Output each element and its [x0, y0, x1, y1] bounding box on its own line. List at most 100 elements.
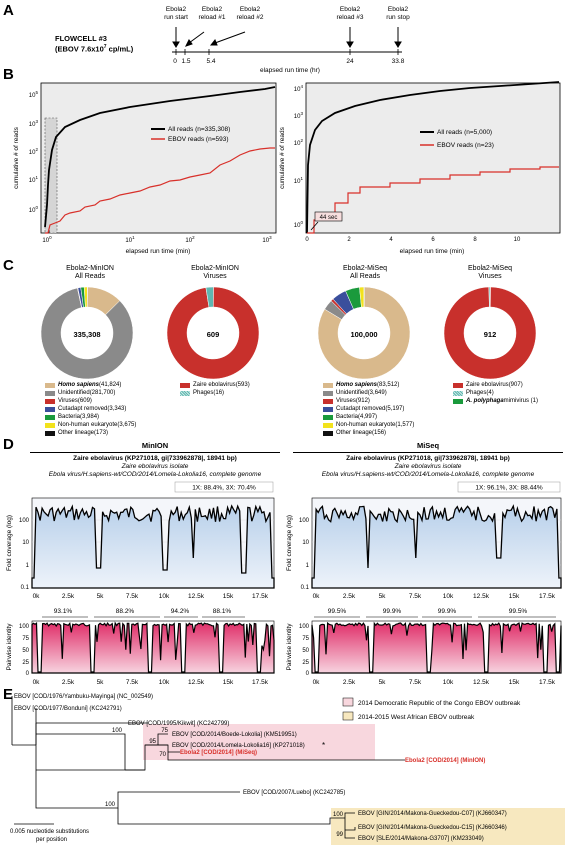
left-xticks: 100 101 102 103 [42, 235, 272, 244]
svg-text:100: 100 [299, 624, 310, 630]
legend-swatch [453, 398, 463, 404]
right-legend-ebov: EBOV reads (n=23) [437, 142, 494, 149]
svg-text:0.1: 0.1 [301, 585, 310, 591]
miseq-id-ylabel: Pairwise identity [286, 623, 293, 671]
svg-text:2.5k: 2.5k [62, 679, 75, 686]
svg-text:10k: 10k [159, 679, 170, 686]
minion-id-xticks: 0k 2.5k 5k 7.5k 10k 12.5k 15k 17.5k [33, 679, 269, 686]
svg-text:0: 0 [26, 671, 30, 677]
svg-text:88.1%: 88.1% [213, 608, 232, 615]
donut-1-center: 335,308 [73, 330, 100, 339]
scale-label-2: per position [36, 837, 67, 843]
svg-text:17.5k: 17.5k [539, 593, 556, 600]
svg-text:0k: 0k [33, 593, 41, 600]
donut-3-title: Ebola2-MiSeq All Reads [343, 265, 387, 280]
donut-1-title: Ebola2-MinION All Reads [66, 265, 114, 280]
svg-text:10: 10 [22, 540, 29, 546]
svg-text:0k: 0k [33, 679, 41, 686]
legend-swatch [323, 382, 333, 388]
donut-slice [40, 287, 134, 380]
taxon-7: Ebola2 [COD/2014] (MinION) [405, 758, 485, 764]
svg-text:5k: 5k [379, 679, 387, 686]
svg-text:70: 70 [159, 752, 166, 758]
legend-swatch [45, 390, 55, 396]
svg-text:75: 75 [161, 728, 168, 734]
donut-3-center: 100,000 [350, 330, 377, 339]
panel-label-e: E [3, 686, 14, 703]
svg-text:99.9%: 99.9% [383, 608, 402, 615]
chart-left: All reads (n=335,308) EBOV reads (n=593)… [13, 82, 277, 255]
left-inset-box [44, 117, 58, 234]
svg-text:50: 50 [302, 648, 309, 654]
svg-text:15k: 15k [223, 679, 234, 686]
svg-text:101: 101 [125, 235, 135, 244]
taxon-5-star: * [322, 741, 325, 750]
panel-label-c: C [3, 257, 14, 274]
event-labels: Ebola2 run start Ebola2 reload #1 Ebola2… [164, 6, 410, 21]
miseq-sub2: Ebola virus/H.sapiens-wt/COD/2014/Lomela… [321, 471, 535, 478]
taxon-9: EBOV [GIN/2014/Makona-Gueckedou-C07] (KJ… [358, 811, 507, 817]
svg-text:99.5%: 99.5% [328, 608, 347, 615]
minion-sub2: Ebola virus/H.sapiens-wt/COD/2014/Lomela… [48, 471, 262, 478]
minion-cov-yticks: 100 10 1 0.1 [19, 518, 30, 591]
svg-text:75: 75 [22, 636, 29, 642]
legend-swatch [45, 398, 55, 404]
donut-slice [317, 286, 411, 380]
taxon-8: EBOV [COD/2007/Luebo] (KC242785) [243, 790, 345, 796]
event-4-line2: reload #3 [336, 14, 363, 21]
legend-swatch [45, 406, 55, 412]
legend-swatch [45, 382, 55, 388]
timeline-axis-label: elapsed run time (hr) [260, 67, 320, 74]
flowcell-title: FLOWCELL #3 [55, 34, 107, 43]
legend-swatch [323, 430, 333, 436]
miseq-sub1: Zaire ebolavirus isolate [394, 463, 462, 470]
svg-text:50: 50 [22, 648, 29, 654]
svg-text:7.5k: 7.5k [126, 593, 139, 600]
panel-label-b: B [3, 66, 14, 83]
svg-text:12.5k: 12.5k [473, 593, 490, 600]
legend-swatch [323, 406, 333, 412]
minion-id-ylabel: Pairwise identity [6, 623, 13, 671]
miseq-header: MiSeq [293, 441, 563, 453]
bootstrap-values: 100 75 95 70 100 100 99 [105, 728, 344, 838]
svg-text:12.5k: 12.5k [188, 679, 205, 686]
svg-text:10k: 10k [443, 679, 454, 686]
left-ebov-line [45, 147, 275, 234]
donut-slice [205, 286, 214, 308]
donut-slice [166, 286, 260, 380]
event-1-line1: Ebola2 [166, 6, 187, 13]
west-africa-outbreak-highlight [331, 808, 565, 845]
minion-coverage-chart: 1X: 88.4%, 3X: 70.4% 100 10 1 0.1 Fold c… [6, 481, 275, 600]
svg-text:102: 102 [185, 235, 195, 244]
svg-text:7.5k: 7.5k [409, 593, 422, 600]
minion-identity-labels: 93.1% 88.2% 94.2% 88.1% [54, 608, 232, 615]
svg-text:0: 0 [306, 671, 310, 677]
event-5-line2: run stop [386, 14, 410, 21]
left-xlabel: elapsed run time (min) [126, 248, 191, 255]
miseq-coverage-area [311, 504, 562, 589]
legend-swatch [323, 414, 333, 420]
legend-item: Cutadapt removed (5,197) [323, 405, 414, 413]
legend-item: Homo sapiens (83,512) [323, 381, 414, 389]
left-legend-ebov: EBOV reads (n=593) [168, 136, 229, 143]
annotation-box [314, 211, 343, 222]
minion-cov-xticks: 0k 2.5k 5k 7.5k 10k 12.5k 15k 17.5k [33, 593, 269, 600]
legend-item: Phages (16) [180, 389, 250, 397]
donut-4-title: Ebola2-MiSeq Viruses [468, 265, 512, 280]
svg-text:2.5k: 2.5k [343, 679, 356, 686]
svg-text:1: 1 [26, 563, 30, 569]
legend-swatch [323, 398, 333, 404]
svg-text:105: 105 [29, 90, 39, 99]
legend-swatch [45, 422, 55, 428]
svg-text:5k: 5k [97, 679, 105, 686]
legend-item: Non-human eukaryote (3,675) [45, 421, 136, 429]
svg-text:88.2%: 88.2% [116, 608, 135, 615]
svg-text:5.4: 5.4 [206, 58, 215, 65]
legend-swatch [453, 382, 463, 388]
svg-text:15k: 15k [223, 593, 234, 600]
left-all-reads-line [44, 86, 276, 228]
svg-text:99: 99 [336, 832, 343, 838]
scale-label-1: 0.005 nucleotide substitutions [10, 829, 89, 835]
svg-text:93.1%: 93.1% [54, 608, 73, 615]
svg-text:0k: 0k [313, 593, 321, 600]
